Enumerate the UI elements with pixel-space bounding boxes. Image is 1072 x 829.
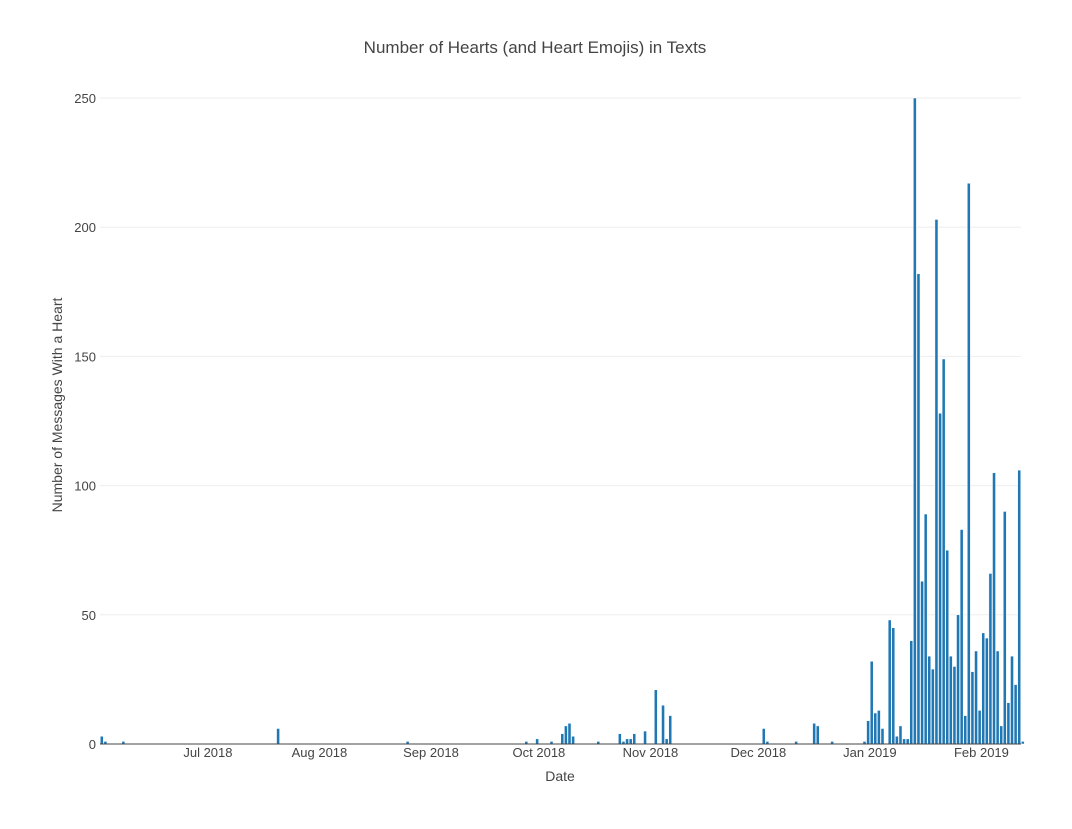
- bar-2019-01-12: [909, 640, 914, 745]
- bar-2018-11-02: [654, 689, 658, 745]
- gridlines: [100, 97, 1021, 616]
- bar-2019-01-24: [952, 666, 957, 745]
- x-tick-label: Oct 2018: [513, 745, 566, 760]
- y-tick-label: 50: [82, 608, 96, 623]
- bar-2018-10-07: [560, 733, 565, 745]
- bar-2019-01-04: [880, 728, 885, 745]
- bar-2018-07-20: [276, 728, 280, 745]
- x-tick-label: Aug 2018: [292, 745, 348, 760]
- bar-2019-01-11: [905, 738, 910, 745]
- bar-2019-01-20: [938, 412, 942, 745]
- bar-2018-06-01: [100, 735, 104, 745]
- bar-2018-10-25: [625, 738, 629, 745]
- bar-2019-01-09: [898, 725, 903, 745]
- y-tick-label: 250: [74, 91, 96, 106]
- bar-2019-02-05: [995, 650, 1000, 745]
- bar-2018-11-06: [668, 715, 673, 745]
- bar-2018-12-17: [815, 725, 820, 745]
- bar-2019-02-03: [988, 573, 993, 745]
- bar-2019-01-15: [920, 580, 924, 745]
- bar-2018-10-10: [571, 735, 575, 745]
- y-axis-ticks: 0 50 100 150 200 250: [74, 91, 96, 752]
- x-tick-label: Jan 2019: [843, 745, 897, 760]
- bar-2019-02-01: [981, 632, 986, 745]
- x-tick-label: Nov 2018: [623, 745, 679, 760]
- bar-2019-01-19: [934, 219, 939, 745]
- bar-2019-02-02: [985, 637, 989, 745]
- bar-2019-01-31: [977, 710, 982, 745]
- bar-2019-01-10: [902, 738, 906, 745]
- y-tick-label: 150: [74, 349, 96, 364]
- bar-2018-10-27: [632, 733, 637, 745]
- bar-2019-01-17: [927, 655, 932, 745]
- x-tick-label: Jul 2018: [183, 745, 232, 760]
- bar-2018-12-02: [761, 728, 766, 745]
- bar-2019-01-25: [956, 614, 960, 745]
- bar-2019-02-04: [992, 472, 996, 745]
- bar-2019-02-08: [1006, 702, 1011, 745]
- bar-2019-01-21: [941, 358, 946, 745]
- bar-2018-10-09: [567, 723, 572, 745]
- y-tick-label: 200: [74, 220, 96, 235]
- bar-2019-01-13: [913, 97, 917, 745]
- bar-2018-12-31: [866, 720, 870, 745]
- bar-2019-01-22: [945, 549, 950, 745]
- bar-2019-01-03: [877, 710, 881, 745]
- bar-2019-01-27: [963, 715, 968, 745]
- x-axis-ticks: Jul 2018 Aug 2018 Sep 2018 Oct 2018 Nov 2018…: [183, 745, 1009, 760]
- bar-2019-02-07: [1003, 511, 1007, 745]
- bars: [100, 97, 1025, 745]
- bar-2019-01-29: [970, 671, 975, 745]
- bar-2019-02-06: [999, 725, 1003, 745]
- bar-2019-01-23: [949, 655, 953, 745]
- x-tick-label: Dec 2018: [731, 745, 787, 760]
- x-axis-title: Date: [545, 768, 575, 784]
- bar-2019-01-18: [931, 668, 935, 745]
- bar-2019-01-01: [869, 661, 874, 745]
- bar-2018-10-08: [564, 725, 568, 745]
- bar-2018-10-30: [643, 730, 647, 745]
- y-tick-label: 0: [89, 737, 96, 752]
- bar-2018-12-16: [812, 723, 816, 745]
- bar-2019-02-10: [1013, 684, 1018, 745]
- bar-2019-01-26: [959, 529, 964, 745]
- chart-title: Number of Hearts (and Heart Emojis) in T…: [364, 38, 707, 57]
- x-tick-label: Feb 2019: [954, 745, 1009, 760]
- bar-2018-09-30: [535, 738, 539, 745]
- bar-2019-01-07: [891, 627, 896, 745]
- bar-2019-02-09: [1010, 655, 1014, 745]
- bar-2019-01-14: [916, 273, 921, 745]
- bar-2018-10-23: [618, 733, 622, 745]
- bar-2019-01-08: [895, 735, 899, 745]
- bar-2019-01-30: [974, 650, 978, 745]
- y-axis-title: Number of Messages With a Heart: [49, 298, 65, 513]
- y-tick-label: 100: [74, 479, 96, 494]
- bar-2019-02-11: [1017, 469, 1021, 745]
- bar-2019-01-02: [873, 712, 878, 745]
- x-tick-label: Sep 2018: [403, 745, 459, 760]
- bar-2018-11-05: [664, 738, 669, 745]
- bar-2018-10-26: [628, 738, 633, 745]
- bar-2019-01-16: [923, 513, 928, 745]
- bar-2019-02-12: [1021, 741, 1025, 745]
- bar-2019-01-28: [967, 183, 971, 745]
- bar-2019-01-06: [887, 619, 892, 745]
- bar-2018-11-04: [661, 704, 665, 745]
